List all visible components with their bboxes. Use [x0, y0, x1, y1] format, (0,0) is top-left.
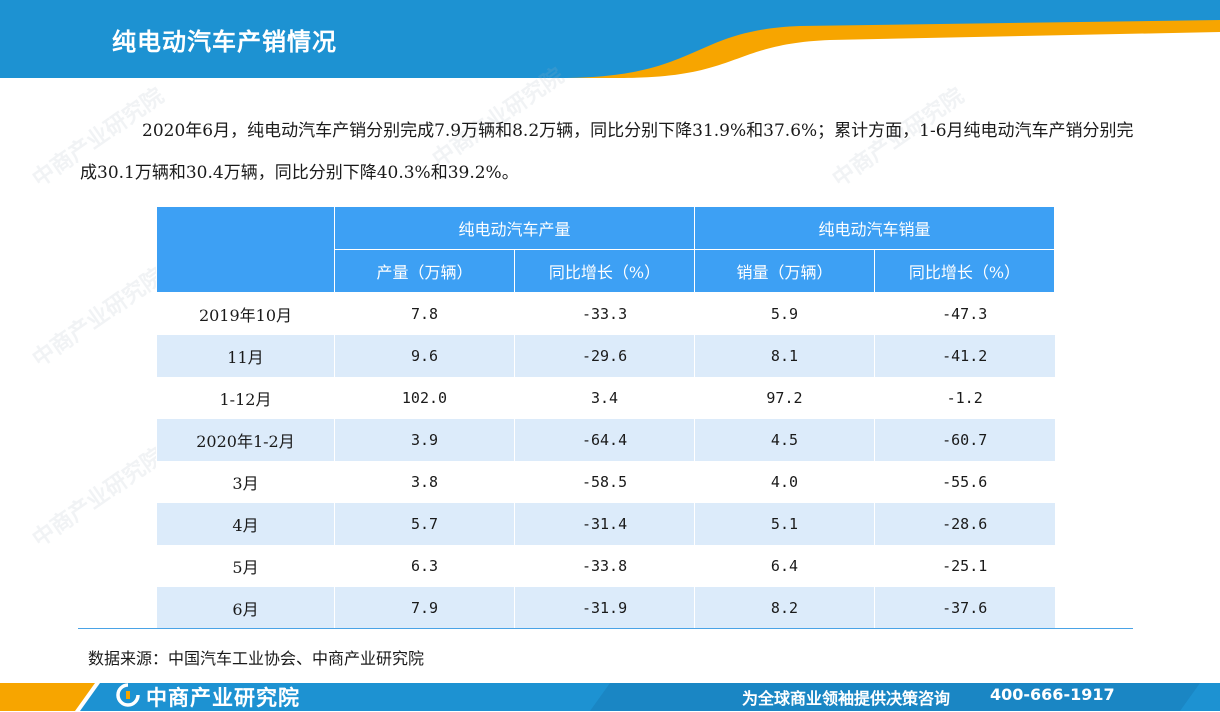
row-label: 2020年1-2月 [156, 419, 335, 461]
table-row: 1-12月 102.0 3.4 97.2 -1.2 [156, 377, 1055, 419]
col-header-production: 产量（万辆） [333, 249, 516, 293]
cell-sales-yoy: -28.6 [873, 503, 1055, 545]
page-title: 纯电动汽车产销情况 [112, 28, 337, 56]
cell-production-yoy: -29.6 [513, 335, 695, 377]
row-label: 3月 [156, 461, 335, 503]
col-header-sales: 销量（万辆） [694, 249, 875, 293]
row-label: 11月 [156, 335, 335, 377]
cell-production-yoy: -31.4 [513, 503, 695, 545]
group-header-sales: 纯电动汽车销量 [694, 206, 1055, 250]
cell-production: 7.8 [333, 292, 515, 335]
cell-production-yoy: 3.4 [513, 377, 695, 419]
table-row: 11月 9.6 -29.6 8.1 -41.2 [156, 335, 1055, 377]
row-label: 2019年10月 [156, 292, 335, 335]
cell-sales: 4.5 [694, 419, 875, 461]
header-background [0, 0, 1220, 78]
watermark-text: 中商产业研究院 [28, 443, 169, 553]
cell-production: 3.9 [333, 419, 515, 461]
intro-paragraph: 2020年6月，纯电动汽车产销分别完成7.9万辆和8.2万辆，同比分别下降31.… [80, 121, 1134, 183]
row-label: 6月 [156, 587, 335, 629]
company-logo-text: 中商产业研究院 [146, 686, 300, 710]
cell-sales-yoy: -55.6 [873, 461, 1055, 503]
cell-sales: 4.0 [694, 461, 875, 503]
source-divider [78, 628, 1133, 629]
cell-sales-yoy: -41.2 [873, 335, 1055, 377]
data-source-note: 数据来源：中国汽车工业协会、中商产业研究院 [88, 649, 425, 668]
cell-sales: 6.4 [694, 545, 875, 587]
col-header-production-yoy: 同比增长（%） [513, 249, 696, 293]
cell-production-yoy: -31.9 [513, 587, 695, 629]
row-label: 4月 [156, 503, 335, 545]
row-label: 5月 [156, 545, 335, 587]
table-row: 3月 3.8 -58.5 4.0 -55.6 [156, 461, 1055, 503]
cell-sales-yoy: -1.2 [873, 377, 1055, 419]
footer-slogan: 为全球商业领袖提供决策咨询 [742, 689, 951, 708]
table-row: 4月 5.7 -31.4 5.1 -28.6 [156, 503, 1055, 545]
cell-production: 5.7 [333, 503, 515, 545]
cell-production: 7.9 [333, 587, 515, 629]
table-row: 5月 6.3 -33.8 6.4 -25.1 [156, 545, 1055, 587]
cell-sales-yoy: -37.6 [873, 587, 1055, 629]
table-corner-header [156, 206, 335, 293]
group-header-production: 纯电动汽车产量 [333, 206, 696, 250]
cell-sales-yoy: -25.1 [873, 545, 1055, 587]
cell-production: 6.3 [333, 545, 515, 587]
cell-production-yoy: -33.3 [513, 292, 695, 335]
footer-phone: 400-666-1917 [990, 685, 1115, 704]
header-banner: 纯电动汽车产销情况 [0, 0, 1220, 80]
row-label: 1-12月 [156, 377, 335, 419]
cell-sales: 97.2 [694, 377, 875, 419]
company-logo-icon [116, 683, 140, 707]
cell-production: 9.6 [333, 335, 515, 377]
table-row: 2019年10月 7.8 -33.3 5.9 -47.3 [156, 292, 1055, 335]
table-row: 6月 7.9 -31.9 8.2 -37.6 [156, 587, 1055, 629]
footer-banner [0, 681, 1220, 711]
footer-background [0, 683, 1220, 711]
table-row: 2020年1-2月 3.9 -64.4 4.5 -60.7 [156, 419, 1055, 461]
cell-production-yoy: -33.8 [513, 545, 695, 587]
cell-production: 3.8 [333, 461, 515, 503]
cell-sales-yoy: -47.3 [873, 292, 1055, 335]
production-sales-table: 纯电动汽车产量 纯电动汽车销量 产量（万辆） 同比增长（%） 销量（万辆） 同比… [156, 206, 1056, 629]
cell-production-yoy: -58.5 [513, 461, 695, 503]
cell-sales: 8.1 [694, 335, 875, 377]
col-header-sales-yoy: 同比增长（%） [873, 249, 1056, 293]
cell-sales: 5.1 [694, 503, 875, 545]
watermark-text: 中商产业研究院 [28, 263, 169, 373]
cell-production-yoy: -64.4 [513, 419, 695, 461]
cell-sales: 8.2 [694, 587, 875, 629]
cell-sales: 5.9 [694, 292, 875, 335]
cell-sales-yoy: -60.7 [873, 419, 1055, 461]
cell-production: 102.0 [333, 377, 515, 419]
